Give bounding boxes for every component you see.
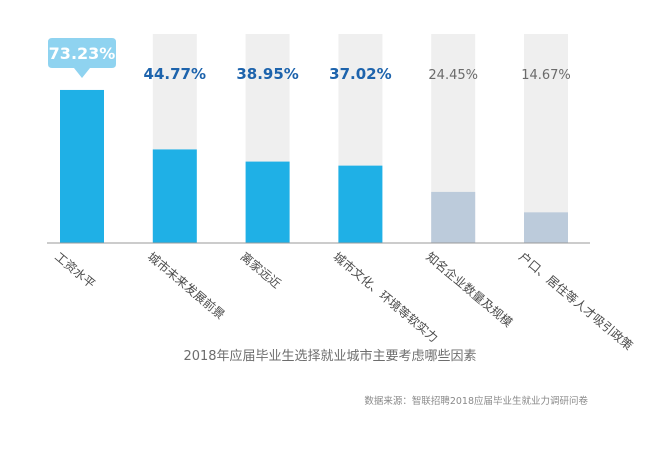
value-callout-bubble — [48, 38, 116, 78]
value-label-4: 37.02% — [329, 65, 391, 83]
tick-label-5: 知名企业数量及规模 — [423, 249, 515, 330]
tick-label-3: 离家远近 — [238, 249, 284, 291]
bar-2 — [152, 149, 197, 243]
bar-1 — [60, 89, 104, 243]
bars-group — [60, 34, 568, 243]
chart-title: 2018年应届毕业生选择就业城市主要考虑哪些因素 — [183, 349, 477, 364]
tick-label-2: 城市未来发展前景 — [145, 249, 228, 322]
bar-5 — [431, 191, 476, 243]
bar-4 — [338, 165, 383, 243]
value-label-3: 38.95% — [236, 65, 298, 83]
value-label-2: 44.77% — [144, 65, 206, 83]
bar-6 — [524, 212, 568, 243]
tick-label-1: 工资水平 — [52, 250, 98, 292]
bar-3 — [245, 161, 290, 243]
value-label-6: 14.67% — [521, 68, 571, 83]
bar-track-6 — [524, 34, 568, 243]
tick-label-4: 城市文化、环境等软实力 — [330, 249, 441, 345]
value-label-1: 73.23% — [49, 44, 116, 63]
value-label-5: 24.45% — [428, 68, 478, 83]
tick-label-6: 户口、居住等人才吸引政策 — [516, 249, 636, 353]
value-labels-group: 73.23% 44.77% 38.95% 37.02% 24.45% 14.67% — [48, 38, 571, 83]
data-source-note: 数据来源：智联招聘2018应届毕业生就业力调研问卷 — [364, 396, 588, 407]
